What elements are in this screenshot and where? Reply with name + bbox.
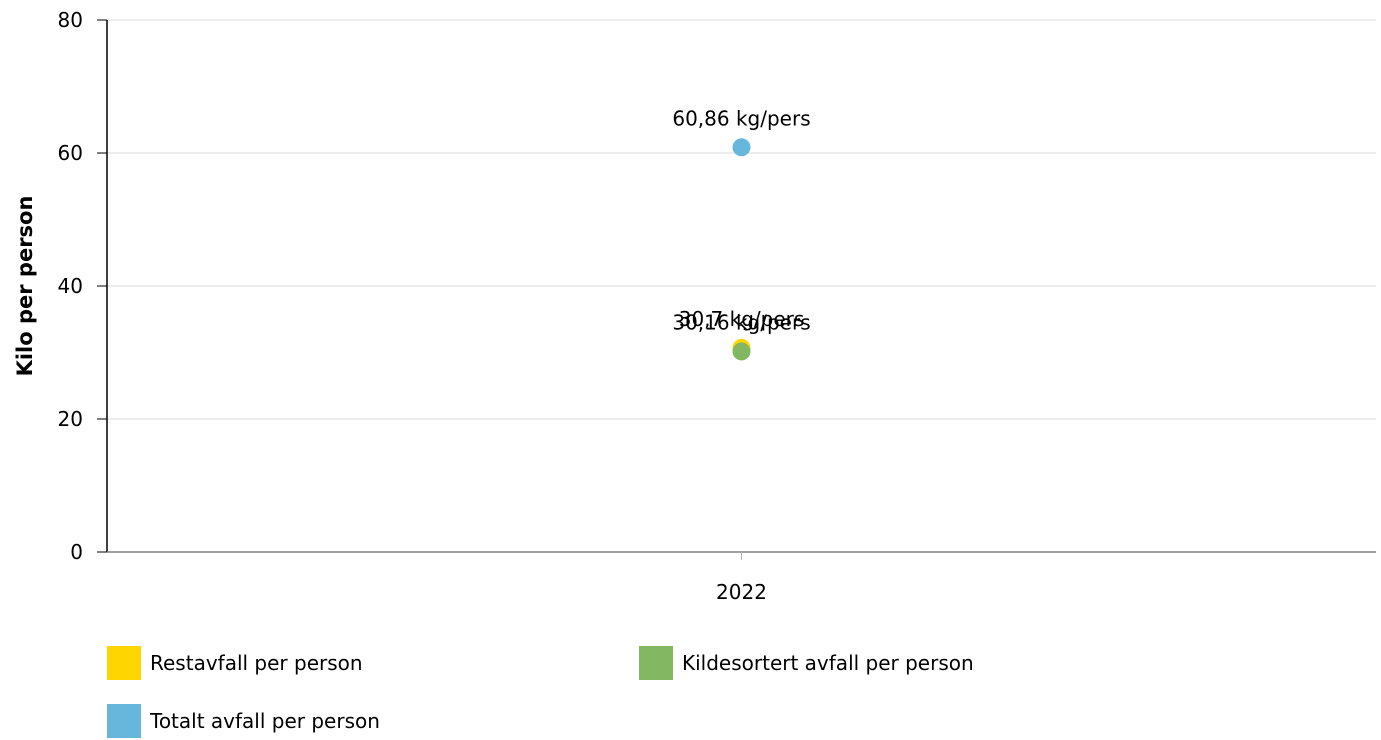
legend-swatch-kildesortert (639, 646, 673, 680)
y-tick-label: 20 (58, 407, 83, 431)
data-label: 60,86 kg/pers (672, 106, 810, 130)
legend-label: Totalt avfall per person (150, 709, 380, 733)
data-point[interactable] (732, 342, 751, 361)
legend-swatch-totalt (107, 704, 141, 738)
y-tick-label: 80 (58, 8, 83, 32)
legend-label: Kildesortert avfall per person (682, 651, 974, 675)
y-ticks: 0 20 40 60 80 (58, 8, 107, 564)
legend-label: Restavfall per person (150, 651, 363, 675)
y-axis-title: Kilo per person (13, 196, 37, 377)
x-tick-label: 2022 (716, 580, 767, 604)
legend-item-kildesortert[interactable]: Kildesortert avfall per person (639, 646, 974, 680)
y-tick-label: 40 (58, 274, 83, 298)
data-point[interactable] (732, 138, 751, 157)
data-label: 30,16 kg/pers (672, 310, 810, 334)
chart-svg: 0 20 40 60 80 2022 Kilo per person 30,7 kg/p… (13, 8, 1376, 604)
legend-item-totalt[interactable]: Totalt avfall per person (107, 704, 380, 738)
legend-item-restavfall[interactable]: Restavfall per person (107, 646, 363, 680)
legend-swatch-restavfall (107, 646, 141, 680)
data-points (732, 138, 751, 361)
data-label: 30,7 kg/pers (679, 307, 805, 331)
y-tick-label: 60 (58, 141, 83, 165)
x-ticks: 2022 (716, 552, 767, 604)
y-tick-label: 0 (70, 540, 83, 564)
